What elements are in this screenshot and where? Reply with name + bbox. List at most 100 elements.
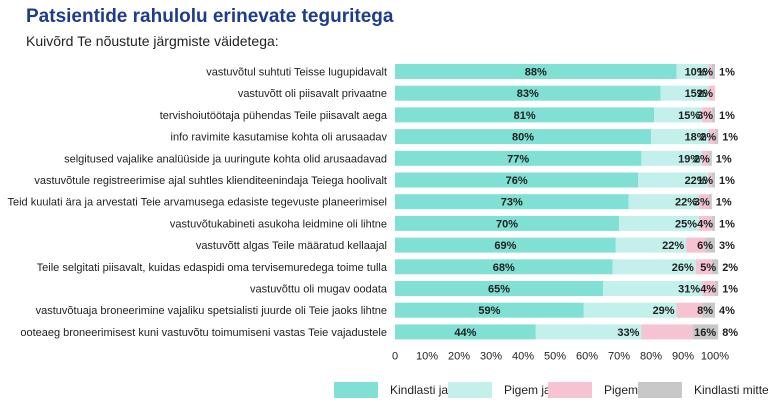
data-label: 1% xyxy=(719,110,735,122)
data-label: 15% xyxy=(678,110,700,122)
category-label: ooteaeg broneerimisest kuni vastuvõtu to… xyxy=(20,327,387,339)
data-label: 80% xyxy=(512,132,534,144)
bar-segment xyxy=(654,107,703,123)
data-label: 68% xyxy=(493,262,515,274)
bar-segment xyxy=(395,215,619,231)
bar-segment xyxy=(711,107,715,123)
data-label: 5% xyxy=(700,262,716,274)
bar-segment xyxy=(395,237,616,253)
data-label: 31% xyxy=(678,284,700,296)
data-label: 18% xyxy=(685,132,707,144)
bar-segment xyxy=(612,259,696,275)
data-label: 22% xyxy=(675,197,697,209)
bar-segment xyxy=(686,237,706,253)
data-label: 19% xyxy=(678,153,700,165)
legend-swatch-kindlasti-jah xyxy=(334,382,378,398)
category-label: Teile selgitati piisavalt, kuidas edaspi… xyxy=(37,262,388,274)
bar-segment xyxy=(692,324,719,340)
data-label: 4% xyxy=(719,305,735,317)
bar-segment xyxy=(711,172,715,188)
data-label: 26% xyxy=(672,262,694,274)
data-label: 1% xyxy=(697,67,713,79)
bar-segment xyxy=(702,302,715,318)
bar-segment xyxy=(715,129,719,145)
legend: Kindlasti jah Pigem jah Pigem mitte Kind… xyxy=(0,378,768,402)
category-label: vastuvõtt algas Teile määratud kellaajal xyxy=(196,240,387,252)
legend-swatch-pigem-jah xyxy=(448,382,492,398)
x-tick-label: 0 xyxy=(392,350,398,362)
category-label: vastuvõtuaja broneerimine vajaliku spets… xyxy=(36,305,387,317)
bar-segment xyxy=(699,194,709,210)
bar-segment xyxy=(395,129,651,145)
bar-segment xyxy=(711,64,715,79)
category-label: vastuvõtule registreerimise ajal suhtles… xyxy=(34,175,387,187)
data-label: 2% xyxy=(694,153,710,165)
bar-segment xyxy=(603,281,703,296)
data-label: 22% xyxy=(662,240,684,252)
bar-segment xyxy=(699,215,712,231)
data-label: 77% xyxy=(507,153,529,165)
data-label: 3% xyxy=(719,240,735,252)
bar-segment xyxy=(641,150,703,166)
bar-segment xyxy=(651,129,709,145)
bar-segment xyxy=(702,281,715,296)
data-label: 3% xyxy=(694,197,710,209)
bar-segment xyxy=(395,302,584,318)
data-label: 70% xyxy=(496,218,518,230)
x-tick-label: 20% xyxy=(448,350,470,362)
data-label: 25% xyxy=(675,218,697,230)
data-label: 1% xyxy=(719,218,735,230)
bar-segment xyxy=(676,302,703,318)
legend-swatch-kindlasti-mitte xyxy=(638,382,682,398)
bar-segment xyxy=(708,150,712,166)
bar-segment xyxy=(638,172,709,188)
x-tick-label: 40% xyxy=(512,350,534,362)
data-label: 81% xyxy=(514,110,536,122)
data-label: 1% xyxy=(719,67,735,79)
legend-item-kindlasti-jah: Kindlasti jah xyxy=(334,378,455,402)
bar-segment xyxy=(535,324,642,340)
category-label: Teid kuulati ära ja arvestati Teie arvam… xyxy=(7,197,387,209)
bar-segment xyxy=(695,259,712,275)
data-label: 22% xyxy=(685,175,707,187)
bar-segment xyxy=(711,259,719,275)
category-label: vastuvõtt oli piisavalt privaatne xyxy=(238,88,387,100)
bar-segment xyxy=(708,85,715,101)
data-label: 8% xyxy=(697,305,713,317)
bar-segment xyxy=(615,237,687,253)
data-label: 1% xyxy=(716,153,732,165)
bar-segment xyxy=(395,281,603,296)
bar-segment xyxy=(395,172,639,188)
data-label: 33% xyxy=(617,327,639,339)
bar-segment xyxy=(715,281,719,296)
data-label: 6% xyxy=(697,240,713,252)
data-label: 1% xyxy=(722,132,738,144)
chart-subtitle: Kuivõrd Te nõustute järgmiste väidetega: xyxy=(26,33,279,49)
bar-segment xyxy=(705,237,715,253)
data-label: 1% xyxy=(697,175,713,187)
data-label: 16% xyxy=(694,327,716,339)
bar-segment xyxy=(395,150,642,166)
bar-segment xyxy=(628,194,699,210)
data-label: 4% xyxy=(697,218,713,230)
data-label: 1% xyxy=(719,175,735,187)
category-label: vastuvõtul suhtuti Teisse lugupidavalt xyxy=(206,67,387,79)
data-label: 8% xyxy=(722,327,738,339)
data-label: 2% xyxy=(722,262,738,274)
bar-segment xyxy=(395,194,629,210)
category-label: info ravimite kasutamise kohta oli arusa… xyxy=(171,132,388,144)
legend-swatch-pigem-mitte xyxy=(548,382,592,398)
data-label: 2% xyxy=(697,88,713,100)
x-tick-label: 30% xyxy=(480,350,502,362)
bar-segment xyxy=(395,85,661,101)
data-label: 29% xyxy=(653,305,675,317)
bar-segment xyxy=(708,64,712,79)
x-tick-label: 90% xyxy=(672,350,694,362)
data-label: 73% xyxy=(501,197,523,209)
bar-segment xyxy=(708,129,715,145)
data-label: 1% xyxy=(716,197,732,209)
data-label: 83% xyxy=(517,88,539,100)
chart-title: Patsientide rahulolu erinevate teguriteg… xyxy=(26,6,394,27)
bar-segment xyxy=(641,324,693,340)
